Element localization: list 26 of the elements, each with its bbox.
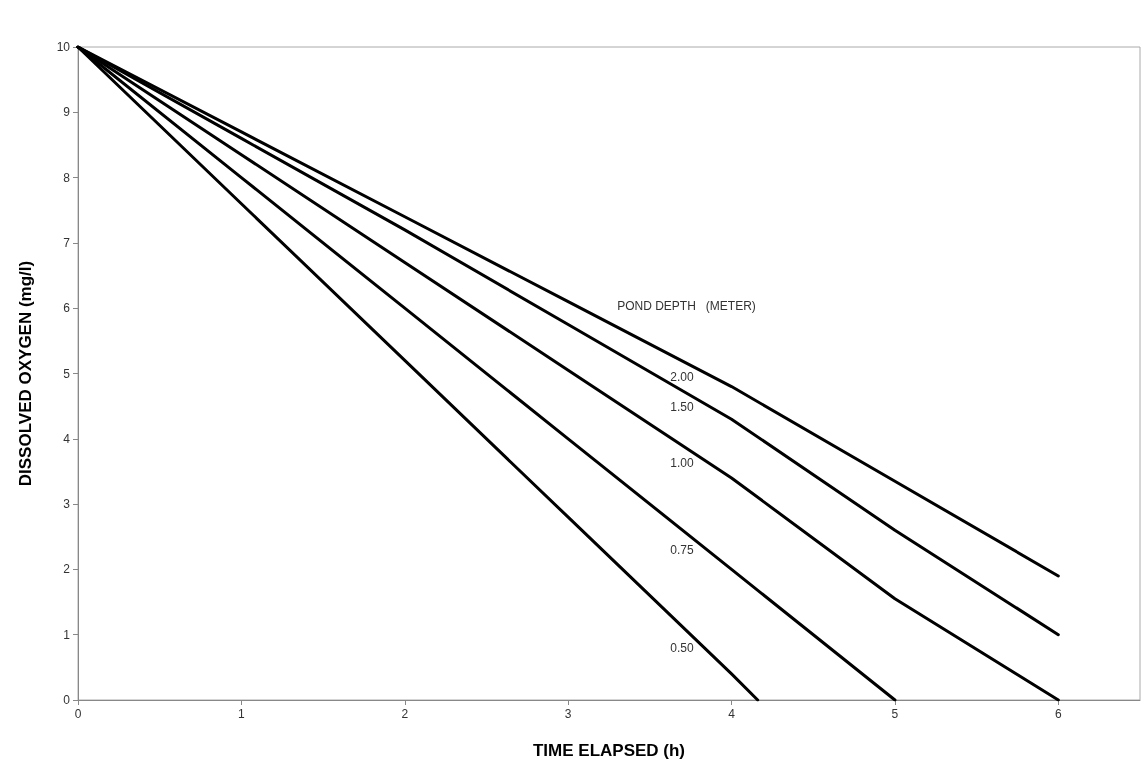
x-tick-label: 5	[891, 707, 899, 721]
y-tick-label: 1	[63, 627, 71, 642]
series-label: 2.00	[670, 369, 694, 384]
series-label: 1.00	[670, 456, 694, 471]
x-axis-title: TIME ELAPSED (h)	[532, 741, 686, 760]
legend-title: POND DEPTH (METER)	[617, 299, 756, 314]
series-label: 0.50	[670, 641, 694, 656]
x-tick-label: 6	[1054, 707, 1062, 721]
y-tick-label: 9	[63, 105, 71, 120]
x-tick-label: 0	[74, 707, 82, 721]
y-tick-label: 8	[63, 170, 71, 185]
y-tick-label: 4	[63, 431, 71, 446]
y-axis-title: DISSOLVED OXYGEN (mg/l)	[16, 260, 35, 487]
y-tick-label: 0	[63, 693, 71, 707]
y-tick-label: 2	[63, 562, 71, 577]
series-label: 0.75	[670, 542, 694, 557]
y-tick-label: 7	[63, 235, 71, 250]
y-tick-label: 3	[63, 497, 71, 512]
x-tick-label: 2	[401, 707, 409, 721]
y-tick-label: 5	[63, 366, 71, 381]
x-tick-label: 3	[564, 707, 572, 721]
x-tick-label: 4	[728, 707, 736, 721]
y-tick-label: 10	[56, 40, 71, 54]
x-tick-label: 1	[238, 707, 246, 721]
y-tick-label: 6	[63, 301, 71, 316]
series-label: 1.50	[670, 400, 694, 415]
